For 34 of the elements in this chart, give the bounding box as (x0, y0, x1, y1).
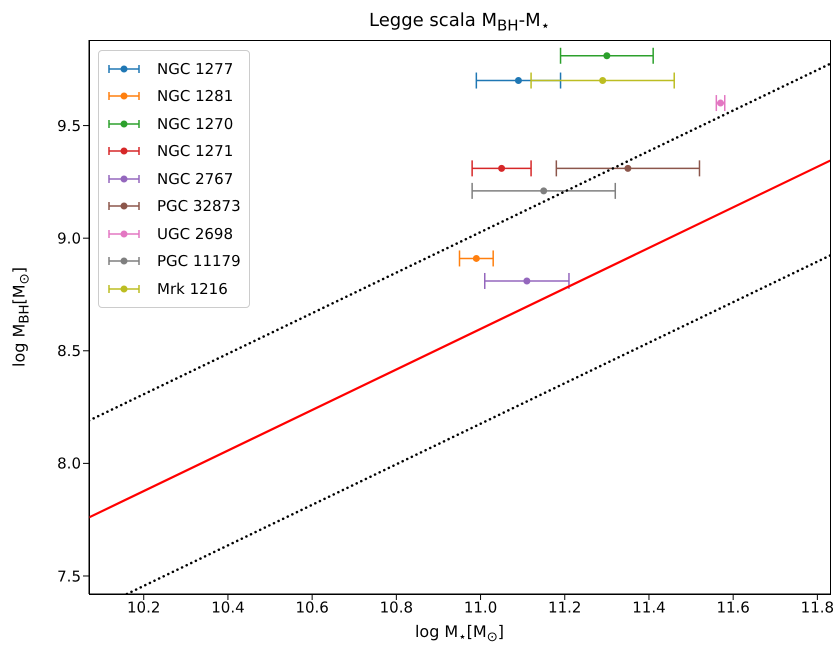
point (472, 254, 480, 262)
legend-label: UGC 2698 (157, 224, 234, 243)
legend-label: Mrk 1216 (157, 280, 228, 298)
x-tick-label: 10.8 (380, 598, 414, 617)
x-tick-label: 10.2 (127, 598, 160, 617)
y-tick-label: 9.5 (57, 116, 81, 135)
legend-label: NGC 1281 (157, 87, 234, 106)
y-tick-label: 8.0 (57, 454, 81, 473)
y-tick-label: 7.5 (57, 567, 81, 586)
legend-label: PGC 32873 (157, 197, 241, 216)
point (717, 100, 724, 107)
x-tick-label: 11.2 (548, 598, 582, 617)
point (498, 164, 506, 172)
y-tick-label: 9.0 (57, 230, 81, 248)
point (599, 77, 606, 84)
x-tick-label: 11.6 (716, 598, 750, 617)
x-tick-label: 10.4 (211, 598, 245, 617)
x-tick-label: 11.4 (632, 598, 666, 617)
chart-title: Legge scala M$_{BH}$-M$_{⋆}$ (368, 10, 552, 35)
legend-label: NGC 1271 (157, 142, 234, 160)
x-tick-label: 11.8 (800, 598, 834, 617)
legend-label: NGC 1277 (157, 60, 234, 78)
x-tick-label: 11.0 (464, 598, 498, 617)
x-axis-title: log M$_{⋆}$[M$_{⊙}$] (414, 622, 506, 646)
x-tick-label: 10.6 (295, 598, 329, 617)
point (523, 277, 530, 284)
point (540, 187, 548, 194)
point (624, 164, 632, 172)
point (603, 52, 610, 60)
y-tick-label: 8.5 (57, 342, 81, 360)
legend-label: NGC 1270 (157, 114, 234, 133)
legend-label: PGC 11179 (157, 252, 241, 270)
point (514, 77, 522, 84)
legend-label: NGC 2767 (157, 170, 234, 188)
